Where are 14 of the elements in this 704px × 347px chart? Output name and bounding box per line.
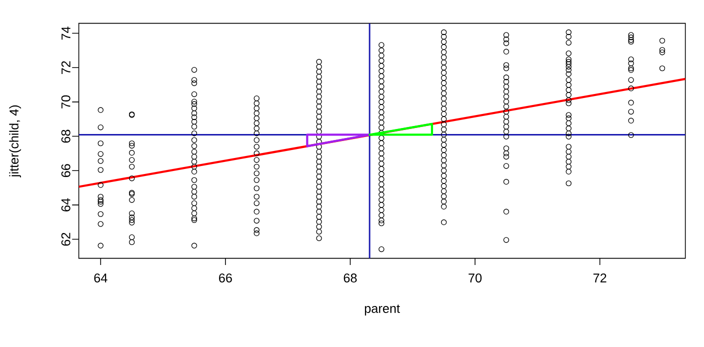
y-tick-label: 72	[61, 61, 70, 74]
y-tick-label: 62	[61, 232, 70, 246]
y-tick-label: 68	[61, 130, 70, 143]
y-tick-label: 66	[61, 164, 70, 178]
x-tick-label: 72	[593, 273, 606, 282]
y-tick-label: 64	[61, 198, 70, 212]
x-axis-title: parent	[364, 304, 400, 316]
x-tick-label: 64	[94, 273, 108, 282]
y-tick-label: 74	[62, 26, 70, 40]
x-tick-label: 66	[219, 273, 232, 282]
y-tick-label: 70	[61, 95, 70, 108]
y-axis-title: jitter(child, 4)	[9, 105, 22, 178]
x-tick-label: 70	[468, 273, 482, 282]
x-tick-label: 68	[344, 273, 357, 282]
